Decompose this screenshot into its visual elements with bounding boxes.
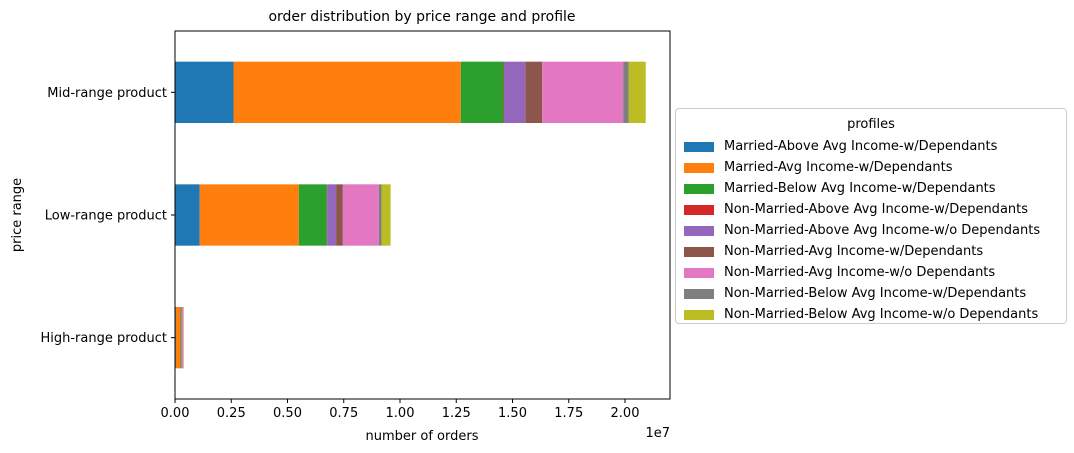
legend-swatch: [684, 205, 714, 215]
legend-item: Non-Married-Below Avg Income-w/o Dependa…: [684, 304, 1058, 325]
bar-segment-1-6: [343, 184, 379, 245]
legend-label: Non-Married-Above Avg Income-w/Dependant…: [724, 202, 1028, 217]
legend-swatch: [684, 163, 714, 173]
legend-label: Married-Above Avg Income-w/Dependants: [724, 139, 997, 154]
bar-segment-1-0: [175, 184, 200, 245]
legend-item: Non-Married-Avg Income-w/Dependants: [684, 241, 1058, 262]
bar-segment-0-6: [542, 62, 623, 123]
legend-label: Non-Married-Below Avg Income-w/Dependant…: [724, 286, 1026, 301]
legend-label: Married-Below Avg Income-w/Dependants: [724, 181, 996, 196]
bar-segment-1-5: [336, 184, 343, 245]
bar-segment-2-2: [180, 307, 181, 368]
bar-segment-0-7: [623, 62, 629, 123]
y-axis-label: price range: [10, 178, 25, 252]
legend-swatch: [684, 289, 714, 299]
legend-label: Married-Avg Income-w/Dependants: [724, 160, 952, 175]
legend-item: Married-Below Avg Income-w/Dependants: [684, 178, 1058, 199]
legend-item: Married-Above Avg Income-w/Dependants: [684, 136, 1058, 157]
legend-title: profiles: [684, 117, 1058, 132]
legend-item: Non-Married-Below Avg Income-w/Dependant…: [684, 283, 1058, 304]
bar-segment-0-5: [525, 62, 542, 123]
bar-segment-0-0: [175, 62, 234, 123]
legend-swatch: [684, 142, 714, 152]
bar-segment-1-2: [299, 184, 327, 245]
x-tick-label: 0.25: [217, 406, 246, 421]
bar-segment-1-8: [382, 184, 391, 245]
legend-item: Non-Married-Above Avg Income-w/o Dependa…: [684, 220, 1058, 241]
y-tick-label: Mid-range product: [47, 86, 167, 101]
x-tick-label: 1.00: [386, 406, 415, 421]
legend-swatch: [684, 310, 714, 320]
x-axis-label: number of orders: [366, 429, 479, 444]
bar-segment-0-1: [234, 62, 461, 123]
chart-title: order distribution by price range and pr…: [268, 9, 575, 25]
x-tick-label: 1.75: [554, 406, 583, 421]
legend-item: Non-Married-Avg Income-w/o Dependants: [684, 262, 1058, 283]
bars-layer: [175, 62, 646, 369]
legend-item: Non-Married-Above Avg Income-w/Dependant…: [684, 199, 1058, 220]
legend-label: Non-Married-Below Avg Income-w/o Dependa…: [724, 307, 1038, 322]
bar-segment-2-6: [182, 307, 183, 368]
legend-swatch: [684, 247, 714, 257]
y-tick-label: Low-range product: [45, 209, 167, 224]
legend-swatch: [684, 268, 714, 278]
bar-segment-1-4: [327, 184, 336, 245]
x-tick-label: 0.75: [329, 406, 358, 421]
legend-label: Non-Married-Above Avg Income-w/o Dependa…: [724, 223, 1040, 238]
x-tick-label: 0.50: [273, 406, 302, 421]
y-axis-ticks: Mid-range product Low-range product High-r…: [40, 86, 175, 346]
x-tick-label: 0.00: [161, 406, 190, 421]
bar-segment-1-7: [379, 184, 382, 245]
bar-segment-2-1: [176, 307, 181, 368]
bar-segment-0-4: [504, 62, 525, 123]
legend-swatch: [684, 226, 714, 236]
legend: profiles Married-Above Avg Income-w/Depe…: [675, 108, 1067, 324]
legend-item: Married-Avg Income-w/Dependants: [684, 157, 1058, 178]
bar-segment-1-1: [200, 184, 299, 245]
x-tick-label: 1.25: [442, 406, 471, 421]
x-axis-offset-label: 1e7: [645, 426, 670, 441]
legend-items: Married-Above Avg Income-w/Dependants Mar…: [684, 136, 1058, 325]
x-tick-label: 2.00: [611, 406, 640, 421]
bar-segment-0-8: [629, 62, 646, 123]
x-tick-label: 1.50: [498, 406, 527, 421]
x-axis-ticks: 0.00 0.25 0.50 0.75 1.00 1.25 1.50 1.75 2.00: [161, 399, 640, 421]
y-tick-label: High-range product: [40, 331, 167, 346]
legend-label: Non-Married-Avg Income-w/o Dependants: [724, 265, 995, 280]
legend-swatch: [684, 184, 714, 194]
legend-label: Non-Married-Avg Income-w/Dependants: [724, 244, 983, 259]
bar-segment-0-2: [461, 62, 504, 123]
